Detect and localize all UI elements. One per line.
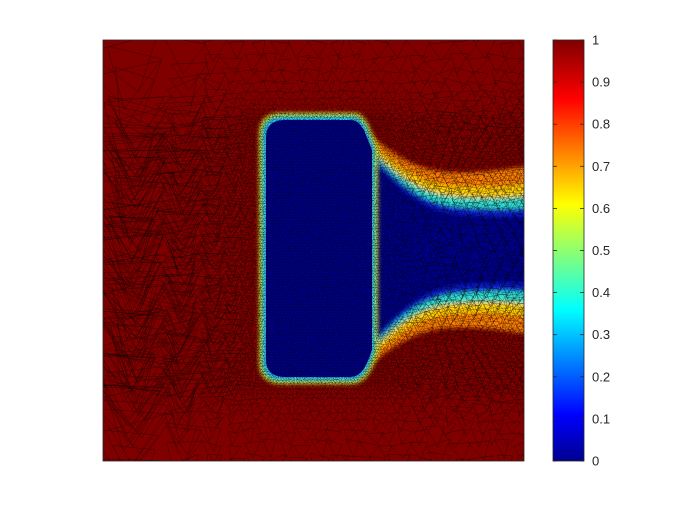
colorbar-tick-label: 0.6 (592, 201, 610, 216)
colorbar-tick-label: 0.1 (592, 411, 610, 426)
colorbar-tick-label: 0.3 (592, 327, 610, 342)
colorbar-tick-label: 0.8 (592, 117, 610, 132)
colorbar-tick-label: 0.9 (592, 75, 610, 90)
colorbar-tick-label: 0.5 (592, 243, 610, 258)
colorbar: 0 0.1 0.2 0.3 0.4 0.5 0.6 0.7 0.8 0.9 1 (552, 33, 610, 469)
colorbar-ticks: 0 0.1 0.2 0.3 0.4 0.5 0.6 0.7 0.8 0.9 1 (553, 33, 610, 469)
colorbar-tick-label: 0.7 (592, 159, 610, 174)
colorbar-gradient (553, 40, 584, 461)
colorbar-tick-label: 1 (592, 33, 599, 48)
colorbar-tick-label: 0.4 (592, 285, 610, 300)
colorbar-tick-label: 0.2 (592, 369, 610, 384)
colorbar-tick-label: 0 (592, 454, 599, 469)
plot-area (103, 40, 524, 461)
plot-frame (102, 39, 525, 462)
